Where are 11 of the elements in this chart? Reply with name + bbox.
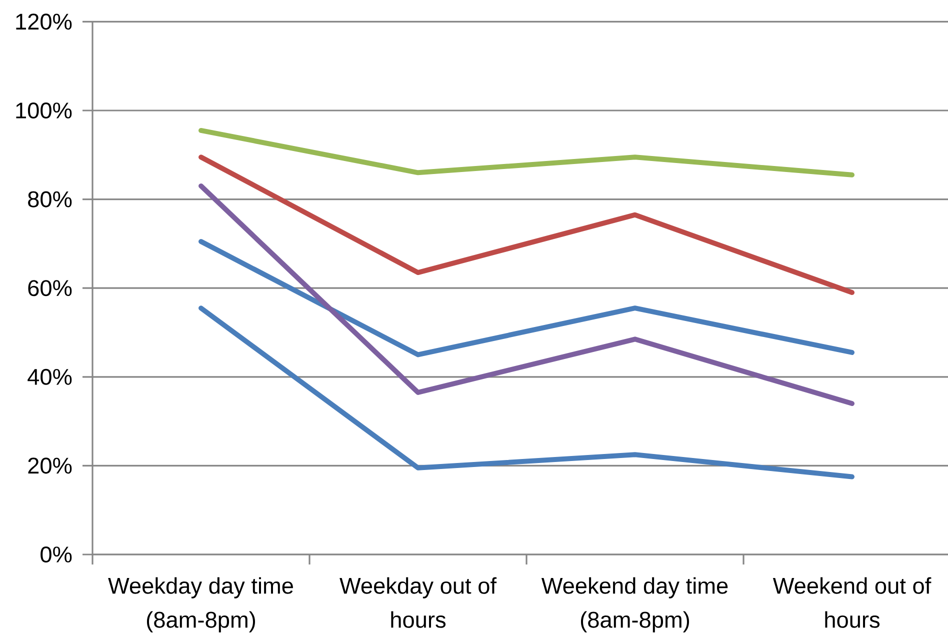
y-tick-label: 20% [28, 458, 72, 474]
y-tick-label: 80% [28, 191, 72, 208]
x-tick-label: Weekend day time (8am-8pm) [541, 577, 728, 632]
y-tick-label: 60% [28, 280, 72, 296]
x-tick-label: Weekday day time (8am-8pm) [108, 577, 293, 632]
y-tick-label: 100% [16, 102, 72, 119]
x-tick-label: Weekday out of hours [340, 577, 497, 628]
y-tick-label: 40% [28, 368, 72, 385]
y-tick-label: 0% [40, 546, 72, 563]
y-tick-label: 120% [16, 14, 72, 30]
x-tick-label: Weekend out of hours [772, 577, 932, 628]
